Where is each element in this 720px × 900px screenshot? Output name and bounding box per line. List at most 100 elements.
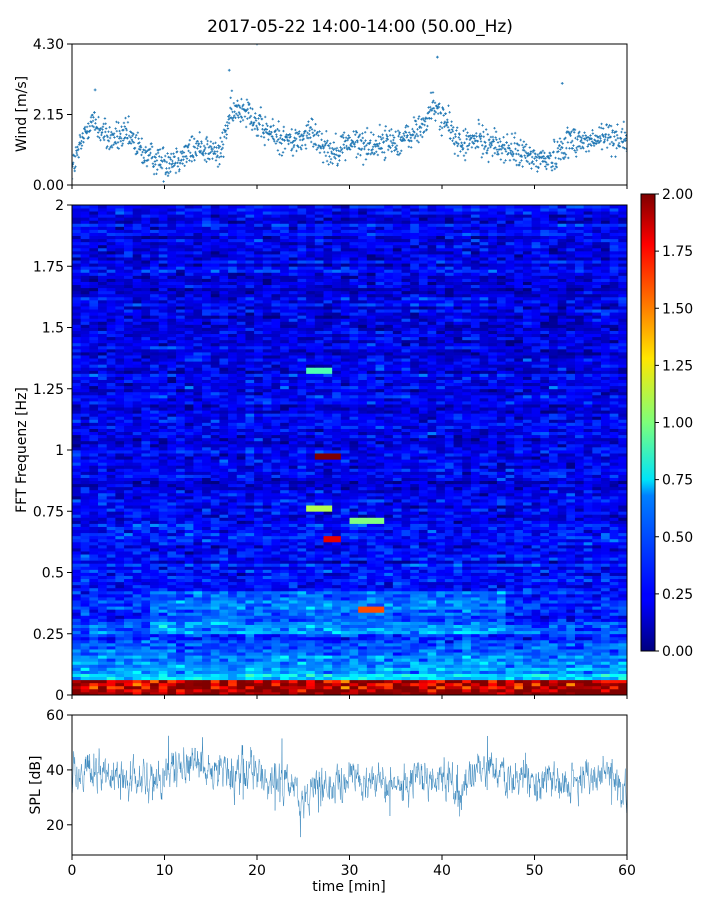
spectrogram-cell xyxy=(202,676,212,681)
wind-point xyxy=(108,147,111,151)
spectrogram-cell xyxy=(349,544,359,549)
wind-point xyxy=(355,156,358,159)
spectrogram-cell xyxy=(132,652,142,656)
spectrogram-cell xyxy=(366,590,376,595)
spectrogram-cell xyxy=(297,636,307,641)
spectrogram-cell xyxy=(98,554,108,558)
spectrogram-cell xyxy=(314,548,324,552)
wind-point xyxy=(502,161,506,164)
spectrogram-cell xyxy=(323,593,333,598)
spectrogram-cell xyxy=(271,544,281,549)
spectrogram-cell xyxy=(288,652,298,656)
wind-point xyxy=(106,145,109,148)
spectrogram-cell xyxy=(245,569,255,573)
spectrogram-cell xyxy=(167,673,177,678)
spectrogram-cell xyxy=(384,606,394,610)
spectrogram-cell xyxy=(583,529,593,534)
spectrogram-cell xyxy=(80,538,90,543)
spectrogram-cell xyxy=(401,676,411,681)
spectrogram-cell xyxy=(522,618,533,622)
spectrogram-cell xyxy=(462,590,472,595)
spectrogram-cell xyxy=(392,691,402,696)
spectrogram-cell xyxy=(184,523,194,527)
spectrogram-cell xyxy=(80,646,90,650)
spectrogram-cell xyxy=(80,578,90,583)
spectrogram-cell xyxy=(89,618,99,622)
wind-point xyxy=(206,157,210,160)
wind-point xyxy=(622,140,625,143)
wind-point xyxy=(269,125,273,128)
spectrogram-cell xyxy=(132,673,142,678)
spectrogram-cell xyxy=(531,587,541,592)
spectrogram-cell xyxy=(453,526,463,531)
spectrogram-cell xyxy=(600,655,611,659)
spectrogram-cell xyxy=(583,590,593,595)
spectrogram-cell xyxy=(540,529,550,534)
spectrogram-cell xyxy=(297,612,307,616)
spectrogram-cell xyxy=(297,575,307,580)
wind-point xyxy=(542,155,545,158)
spectrogram-cell xyxy=(566,538,576,543)
wind-point xyxy=(260,135,263,138)
wind-point xyxy=(168,162,171,165)
spectrogram-cell xyxy=(254,523,264,527)
spectrogram-cell xyxy=(236,551,246,555)
spectrogram-cell xyxy=(288,529,298,534)
spectrogram-cell xyxy=(592,639,602,644)
spectrogram-cell xyxy=(401,627,411,632)
spectrogram-cell xyxy=(323,682,333,687)
wind-point xyxy=(113,136,116,139)
wind-point xyxy=(98,136,101,139)
spectrogram-cell xyxy=(106,609,116,613)
wind-point xyxy=(316,146,320,149)
wind-point xyxy=(136,131,140,134)
wind-point xyxy=(308,132,311,136)
spectrogram-cell xyxy=(531,652,541,656)
spectrogram-cell xyxy=(262,554,272,558)
spectrogram-cell xyxy=(514,551,524,555)
spectrogram-cell xyxy=(271,587,281,592)
spectrogram-cell xyxy=(410,566,420,570)
wind-point xyxy=(475,132,478,135)
spectrogram-cell xyxy=(574,667,585,671)
spectrogram-cell xyxy=(618,529,628,534)
wind-point xyxy=(199,149,203,153)
wind-point xyxy=(625,150,627,153)
spectrogram-cell xyxy=(548,590,559,595)
spectrogram-cell xyxy=(193,627,203,632)
spectrogram-cell xyxy=(488,529,498,534)
spectrogram-cell xyxy=(306,529,316,534)
spectrogram-cell xyxy=(80,615,90,619)
spectrogram-cell xyxy=(254,532,264,537)
wind-point xyxy=(295,131,299,134)
spectrogram-cell xyxy=(566,593,576,598)
spectrogram-cell xyxy=(124,621,134,625)
spectrogram-cell xyxy=(427,609,437,613)
spectrogram-cell xyxy=(323,646,333,650)
spectrogram-cell xyxy=(479,532,489,537)
spectrogram-cell xyxy=(106,535,116,540)
wind-point xyxy=(73,169,76,173)
spectrogram-cell xyxy=(314,673,324,678)
spectrogram-cell xyxy=(557,673,567,678)
spectrogram-cell xyxy=(288,609,298,613)
spectrogram-cell xyxy=(184,578,194,583)
wind-point xyxy=(488,138,491,141)
spectrogram-cell xyxy=(600,636,611,641)
spectrogram-cell xyxy=(80,649,90,653)
wind-point xyxy=(464,151,468,155)
spectrogram-cell xyxy=(280,566,290,570)
spectrogram-cell xyxy=(488,624,498,629)
spectrogram-cell xyxy=(124,655,134,659)
spectrogram-cell xyxy=(89,548,99,552)
spectrogram-cell xyxy=(488,688,498,693)
spectrogram-cell xyxy=(496,575,506,580)
spectrogram-cell xyxy=(106,630,116,635)
spectrogram-cell xyxy=(444,557,454,561)
spectrogram-cell xyxy=(141,615,151,619)
spectrogram-cell xyxy=(583,670,593,674)
spectrogram-cell xyxy=(340,621,350,625)
spectrogram-cell xyxy=(531,590,541,595)
spectrogram-cell xyxy=(592,673,602,678)
wind-point xyxy=(447,104,450,107)
